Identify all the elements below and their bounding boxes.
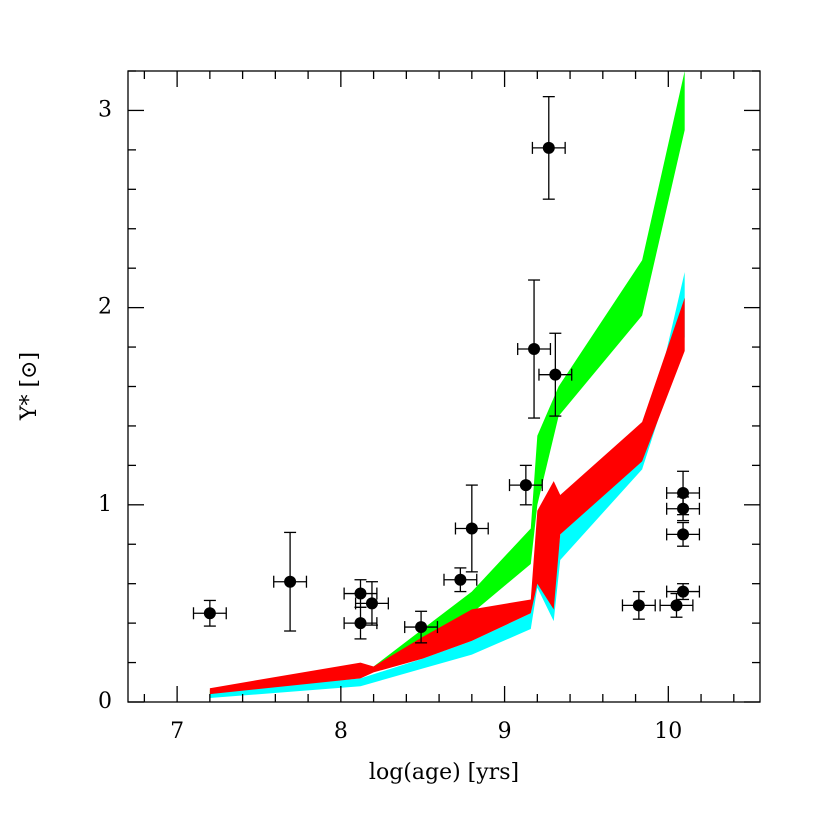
x-axis-label: log(age) [yrs] [369, 760, 519, 785]
point [454, 573, 467, 586]
point [528, 343, 541, 356]
point [365, 597, 378, 610]
point [677, 486, 690, 499]
y-tick-label: 3 [98, 97, 112, 122]
point [203, 607, 216, 620]
y-tick-label: 0 [98, 689, 112, 714]
point [465, 522, 478, 535]
y-tick-label: 1 [98, 492, 112, 517]
x-tick-label: 8 [334, 719, 348, 744]
band [209, 71, 685, 695]
point [670, 599, 683, 612]
y-axis-label: Υ* [⊙] [17, 352, 42, 421]
point [549, 368, 562, 381]
point [519, 479, 532, 492]
x-tick-label: 10 [654, 719, 682, 744]
point [354, 587, 367, 600]
y-tick-label: 2 [98, 295, 112, 320]
point [677, 528, 690, 541]
point [632, 599, 645, 612]
point [284, 575, 297, 588]
point [415, 621, 428, 634]
point [354, 617, 367, 630]
band [209, 297, 685, 695]
point [542, 141, 555, 154]
point [677, 585, 690, 598]
x-tick-label: 9 [498, 719, 512, 744]
x-tick-label: 7 [170, 719, 184, 744]
